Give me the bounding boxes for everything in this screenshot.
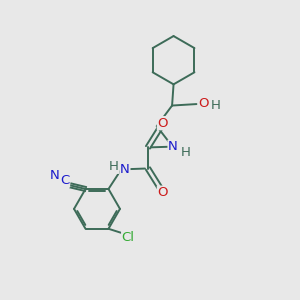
Text: H: H bbox=[109, 160, 119, 173]
Text: O: O bbox=[158, 186, 168, 199]
Text: N: N bbox=[168, 140, 178, 153]
Text: N: N bbox=[50, 169, 59, 182]
Text: O: O bbox=[198, 97, 209, 110]
Text: H: H bbox=[180, 146, 190, 159]
Text: H: H bbox=[210, 99, 220, 112]
Text: C: C bbox=[60, 174, 70, 187]
Text: O: O bbox=[158, 117, 168, 130]
Text: Cl: Cl bbox=[122, 230, 135, 244]
Text: N: N bbox=[120, 163, 130, 176]
